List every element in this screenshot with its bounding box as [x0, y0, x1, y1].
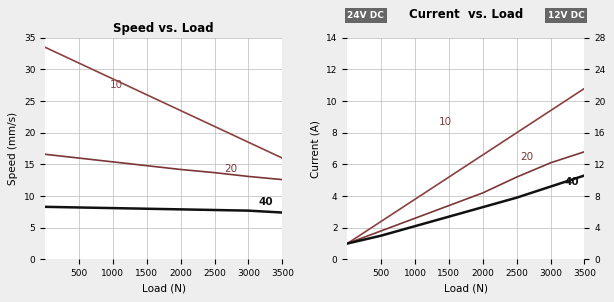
Y-axis label: Speed (mm/s): Speed (mm/s): [9, 112, 18, 185]
Text: 40: 40: [258, 197, 273, 207]
X-axis label: Load (N): Load (N): [142, 284, 185, 294]
Y-axis label: Current (A): Current (A): [311, 120, 321, 178]
Title: Speed vs. Load: Speed vs. Load: [114, 22, 214, 35]
Text: 20: 20: [225, 164, 238, 174]
Text: 10: 10: [439, 117, 452, 127]
Text: 24V DC: 24V DC: [348, 11, 384, 20]
X-axis label: Load (N): Load (N): [444, 284, 488, 294]
Text: 20: 20: [520, 152, 533, 162]
Text: 40: 40: [564, 177, 579, 187]
Text: 12V DC: 12V DC: [548, 11, 585, 20]
Title: Current  vs. Load: Current vs. Load: [409, 8, 523, 21]
Text: 10: 10: [109, 80, 123, 90]
